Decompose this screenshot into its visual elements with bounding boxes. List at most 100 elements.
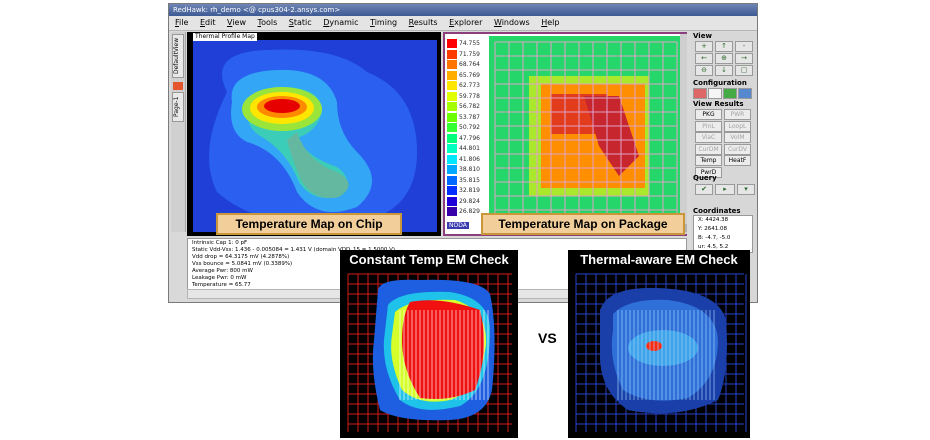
em-left-stripes	[399, 310, 489, 400]
legend-value: 47.796	[459, 134, 480, 142]
result-button-pinl[interactable]: PInL	[695, 120, 722, 132]
chip-thermal-map[interactable]	[187, 32, 441, 236]
pan-up-icon[interactable]: ↑	[715, 41, 733, 52]
coord-y: Y: 2641.08	[698, 226, 727, 232]
window-title: RedHawk: rh_demo <@ cpus304-2.ansys.com>	[169, 4, 757, 16]
menu-windows[interactable]: Windows	[493, 18, 530, 27]
legend-value: 71.759	[459, 50, 480, 58]
control-panel: View + ↑ - ← ⊕ → ⊖ ↓ ▢ Configuration View Result…	[691, 32, 757, 302]
legend-value: 53.787	[459, 113, 480, 121]
tab-page-1[interactable]: Page-1	[172, 92, 184, 122]
pan-down-icon[interactable]: ↓	[715, 65, 733, 76]
package-zone-hottest	[584, 96, 639, 176]
legend-swatch	[447, 123, 457, 132]
thermal-tail	[287, 132, 349, 198]
config-package-icon[interactable]	[693, 88, 707, 99]
zoom-fit-icon[interactable]: ⊕	[715, 53, 733, 64]
legend-value: 35.815	[459, 176, 480, 184]
legend-swatch	[447, 60, 457, 69]
result-button-volm[interactable]: VolM	[724, 132, 751, 143]
menu-tools[interactable]: Tools	[257, 18, 278, 27]
info-vdd-drop: Vdd drop = 64.3175 mV (4.2878%)	[192, 254, 290, 260]
constant-temp-em-map	[347, 273, 512, 432]
query-select-icon[interactable]: ✔	[695, 184, 713, 195]
menu-help[interactable]: Help	[541, 18, 560, 27]
package-thermal-view[interactable]: 74.755 71.759 68.764 65.769 62.773 59.778 56.7…	[443, 32, 687, 236]
legend-value: 65.769	[459, 71, 480, 79]
result-button-pkg[interactable]: PKG	[695, 109, 722, 120]
app-window: RedHawk: rh_demo <@ cpus304-2.ansys.com>…	[168, 3, 758, 303]
vs-label: VS	[538, 330, 557, 346]
legend-value: 62.773	[459, 82, 480, 89]
zoom-out-icon[interactable]: -	[735, 41, 753, 52]
refresh-icon[interactable]: ▢	[735, 65, 753, 76]
package-map-area[interactable]	[489, 36, 683, 232]
result-button-pwr[interactable]: PWR	[724, 109, 751, 120]
result-button-loopl[interactable]: LoopL	[724, 120, 751, 132]
menu-timing[interactable]: Timing	[370, 18, 398, 27]
menu-view[interactable]: View	[227, 18, 246, 27]
query-options-icon[interactable]: ▾	[737, 184, 755, 195]
info-temperature: Temperature = 65.77	[192, 282, 251, 288]
side-tab-strip: DefaultView Page-1	[171, 32, 186, 232]
chip-thermal-view[interactable]: Thermal Profile Map	[187, 32, 441, 236]
query-section-label: Query	[693, 174, 717, 182]
config-display-icon[interactable]	[738, 88, 752, 99]
vertical-scrollbar[interactable]	[680, 34, 687, 234]
temperature-legend: 74.755 71.759 68.764 65.769 62.773 59.778 56.7…	[447, 36, 487, 232]
result-button-viac[interactable]: ViaC	[695, 132, 722, 143]
thermal-aware-em-map	[575, 273, 747, 432]
legend-entry: 32.819	[447, 186, 487, 195]
menu-static[interactable]: Static	[288, 18, 312, 27]
legend-entry: 74.755	[447, 39, 487, 48]
menu-edit[interactable]: Edit	[199, 18, 216, 27]
legend-entry: 50.792	[447, 123, 487, 132]
legend-swatch	[447, 70, 457, 80]
info-intrinsic-cap: Intrinsic Cap 1: 0 pF	[192, 240, 248, 246]
legend-swatch	[447, 102, 457, 111]
legend-entry: 26.829	[447, 207, 487, 216]
zoom-in-icon[interactable]: +	[695, 41, 713, 52]
close-tab-icon[interactable]	[173, 82, 183, 90]
pan-right-icon[interactable]: →	[735, 53, 753, 64]
legend-entry: 47.796	[447, 133, 487, 143]
legend-entry: 44.801	[447, 144, 487, 153]
legend-entry: 71.759	[447, 49, 487, 59]
legend-swatch	[447, 144, 457, 153]
info-average-pwr: Average Pwr: 800 mW	[192, 268, 253, 274]
result-button-curdm[interactable]: CurDM	[695, 143, 722, 155]
zoom-area-icon[interactable]: ⊖	[695, 65, 713, 76]
config-layer-icon[interactable]	[708, 88, 722, 99]
pan-left-icon[interactable]: ←	[695, 53, 713, 64]
menu-dynamic[interactable]: Dynamic	[323, 18, 359, 27]
view-results-section-label: View Results	[693, 100, 744, 108]
menu-explorer[interactable]: Explorer	[449, 18, 483, 27]
menu-results[interactable]: Results	[408, 18, 438, 27]
legend-swatch	[447, 49, 457, 59]
package-thermal-map[interactable]	[489, 36, 683, 232]
legend-entry: 59.778	[447, 91, 487, 101]
result-button-temp[interactable]: Temp	[695, 155, 722, 166]
coord-x: X: 4424.38	[698, 217, 729, 223]
legend-entry: 53.787	[447, 112, 487, 122]
legend-entry: 41.806	[447, 154, 487, 164]
result-button-pwrd[interactable]: PwrD	[695, 166, 722, 178]
legend-entry: 65.769	[447, 70, 487, 80]
configuration-section-label: Configuration	[693, 79, 747, 87]
query-pointer-icon[interactable]: ▸	[715, 184, 735, 195]
legend-swatch	[447, 175, 457, 185]
result-button-heatf[interactable]: HeatF	[724, 155, 751, 166]
legend-footer: NODA	[447, 222, 469, 229]
config-net-icon[interactable]	[723, 88, 737, 99]
legend-value: 38.810	[459, 166, 480, 173]
thermal-hotspot	[264, 99, 300, 113]
em-right-stripes	[617, 310, 715, 400]
legend-value: 74.755	[459, 40, 480, 47]
tab-defaultview[interactable]: DefaultView	[172, 34, 184, 78]
result-button-curdv[interactable]: CurDV	[724, 143, 751, 155]
legend-value: 50.792	[459, 124, 480, 131]
menu-file[interactable]: File	[175, 18, 189, 27]
constant-temp-em-title: Constant Temp EM Check	[349, 252, 509, 267]
legend-value: 56.782	[459, 103, 480, 110]
legend-swatch	[447, 207, 457, 216]
